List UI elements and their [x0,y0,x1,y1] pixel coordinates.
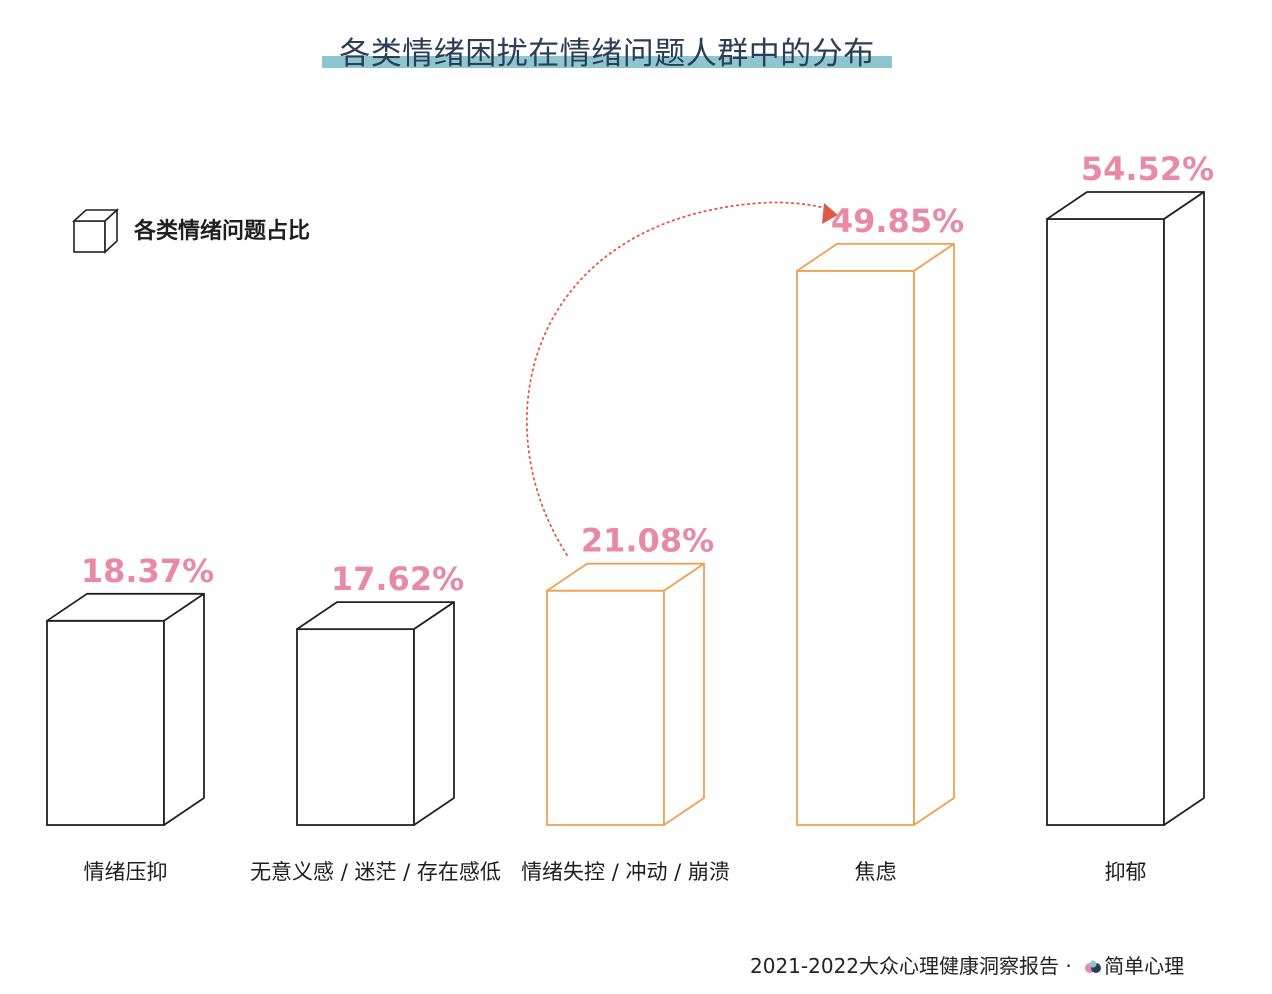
bar-front-face [296,628,415,826]
bar-front-face [1046,218,1165,826]
chart-title-block: 各类情绪困扰在情绪问题人群中的分布 [322,26,892,72]
value-label: 21.08% [581,522,714,560]
title-highlight-bar [322,56,892,68]
bar-side-face [413,601,455,826]
category-label: 抑郁 [1104,860,1147,884]
annotation-arrow [526,201,838,556]
footer: 2021-2022大众心理健康洞察报告 · 简单心理 [750,950,1184,979]
bar [546,562,705,826]
category-label: 情绪压抑 [83,860,168,884]
bar [796,243,955,826]
value-label: 18.37% [81,552,214,590]
value-label: 49.85% [831,202,964,240]
bar [46,592,205,826]
bar-side-face [1163,191,1205,826]
cube-icon [71,208,120,254]
category-label: 焦虑 [854,860,897,884]
bar-front-face [796,270,915,826]
bar-front-face [546,589,665,826]
footer-brand-name: 简单心理 [1104,954,1185,978]
bar-front-face [46,619,165,826]
bars-group [46,191,1205,826]
arrow-head-icon [822,203,838,224]
bar-side-face [913,243,955,826]
chart-title: 各类情绪困扰在情绪问题人群中的分布 [339,36,875,72]
value-label: 54.52% [1081,150,1214,188]
value-label: 17.62% [331,560,464,598]
value-labels-group: 18.37% 17.62% 21.08% 49.85% 54.52% [81,150,1214,598]
bar-side-face [663,562,705,826]
footer-report-title: 2021-2022大众心理健康洞察报告 · [750,954,1079,978]
bar [296,601,455,826]
brand-logo-icon [1085,960,1102,973]
bar-side-face [163,592,205,826]
legend-label: 各类情绪问题占比 [134,219,311,244]
bar [1046,191,1205,826]
arrow-path [526,201,829,556]
category-label: 无意义感 / 迷茫 / 存在感低 [250,860,501,884]
category-label: 情绪失控 / 冲动 / 崩溃 [521,860,730,884]
footer-brand: 简单心理 [1084,950,1184,979]
